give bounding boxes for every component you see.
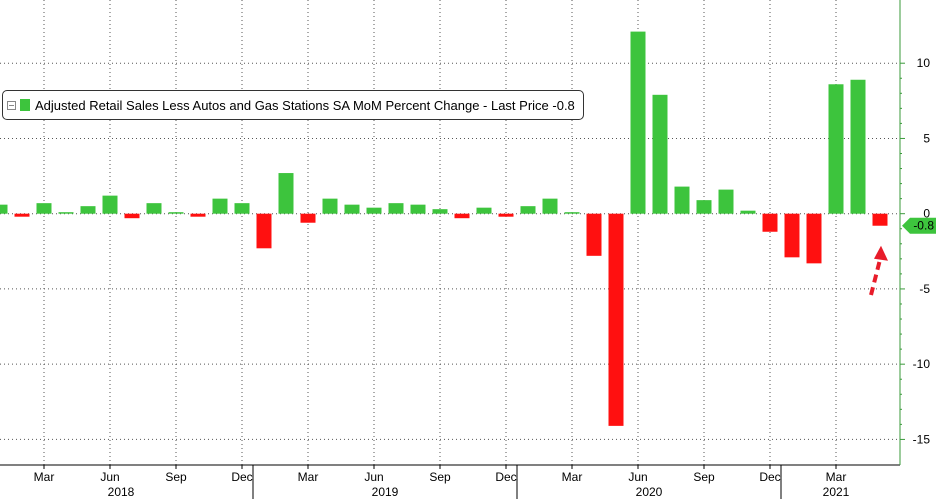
bar	[322, 198, 338, 214]
bar	[388, 203, 404, 214]
bars	[0, 31, 888, 426]
bar	[300, 213, 316, 223]
bar	[608, 213, 624, 426]
bar	[586, 213, 602, 256]
bar	[190, 213, 206, 217]
x-tick-label: Dec	[759, 470, 780, 484]
x-tick-label: Sep	[429, 470, 451, 484]
x-tick-label: Jun	[628, 470, 647, 484]
year-label: 2018	[108, 485, 135, 499]
bar	[520, 206, 536, 214]
y-axis: 10 5 0 -5 -10 -15 -0.8	[899, 0, 936, 465]
x-tick-label: Jun	[100, 470, 119, 484]
bar	[696, 200, 712, 214]
year-label: 2020	[636, 485, 663, 499]
bar	[58, 212, 74, 214]
bar	[828, 84, 844, 214]
bar	[674, 186, 690, 214]
bar	[806, 213, 822, 264]
bar	[784, 213, 800, 258]
bar	[740, 210, 756, 214]
x-tick-label: Mar	[34, 470, 55, 484]
bar	[718, 189, 734, 214]
x-axis: Mar Jun Sep Dec Mar Jun Sep Dec Mar Jun Sep Dec Mar2…	[0, 464, 900, 499]
bar	[542, 198, 558, 214]
bar	[476, 207, 492, 214]
bar	[366, 207, 382, 214]
y-tick-label: -5	[919, 282, 930, 296]
bar	[850, 79, 866, 214]
bar	[14, 213, 30, 217]
arrow-shaft	[869, 255, 883, 296]
bar	[168, 212, 184, 214]
expand-icon[interactable]	[7, 100, 16, 110]
bar	[872, 213, 888, 226]
bar	[234, 203, 250, 214]
bar	[36, 203, 52, 214]
bar	[124, 213, 140, 219]
y-tick-label: -15	[913, 432, 931, 446]
bar	[102, 195, 118, 214]
x-tick-label: Sep	[693, 470, 715, 484]
bar	[652, 94, 668, 214]
y-tick-label: 0	[923, 207, 930, 221]
arrow-head	[874, 245, 888, 261]
bar	[278, 173, 294, 214]
legend-swatch	[20, 99, 30, 111]
bar	[454, 213, 470, 219]
bar	[80, 206, 96, 214]
bar	[212, 198, 228, 214]
bar	[630, 31, 646, 214]
year-label: 2021	[823, 485, 850, 499]
bar	[762, 213, 778, 232]
x-tick-label: Jun	[364, 470, 383, 484]
bar	[344, 204, 360, 214]
bar	[564, 212, 580, 214]
y-tick-label: 10	[917, 56, 931, 70]
x-tick-label: Mar	[562, 470, 583, 484]
x-tick-label: Dec	[231, 470, 252, 484]
bar	[410, 204, 426, 214]
y-tick-label: -10	[913, 357, 931, 371]
last-value-marker	[902, 217, 936, 234]
gridlines	[0, 0, 900, 465]
year-label: 2019	[372, 485, 399, 499]
legend[interactable]: Adjusted Retail Sales Less Autos and Gas…	[2, 90, 584, 120]
x-tick-label: Dec	[495, 470, 516, 484]
bar	[498, 213, 514, 217]
legend-label: Adjusted Retail Sales Less Autos and Gas…	[35, 97, 575, 113]
last-value-label: -0.8	[913, 219, 934, 233]
x-tick-label: Mar	[298, 470, 319, 484]
x-tick-label: Sep	[165, 470, 187, 484]
bar	[0, 204, 8, 214]
y-tick-label: 5	[923, 131, 930, 145]
annotation-arrow	[869, 245, 888, 296]
bar	[256, 213, 272, 249]
x-tick-label: Mar	[826, 470, 847, 484]
bar	[432, 209, 448, 214]
bar	[146, 203, 162, 214]
